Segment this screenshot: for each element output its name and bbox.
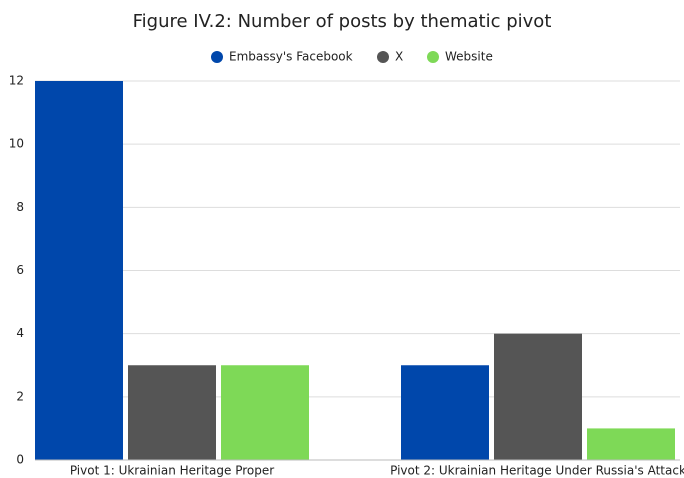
bar: [128, 365, 216, 460]
chart-title: Figure IV.2: Number of posts by thematic…: [133, 11, 552, 32]
legend-label: Website: [445, 50, 493, 64]
y-tick-label: 12: [9, 74, 24, 88]
legend-marker: [427, 51, 439, 63]
y-tick-label: 6: [16, 263, 24, 277]
bar: [401, 365, 489, 460]
y-tick-label: 4: [16, 326, 24, 340]
legend-label: Embassy's Facebook: [229, 50, 353, 64]
y-tick-label: 2: [16, 389, 24, 403]
y-tick-label: 8: [16, 200, 24, 214]
legend-marker: [211, 51, 223, 63]
y-tick-label: 0: [16, 453, 24, 467]
bar: [494, 333, 582, 460]
bar: [221, 365, 309, 460]
legend-marker: [377, 51, 389, 63]
bar: [35, 81, 123, 460]
y-tick-label: 10: [9, 137, 24, 151]
bar: [587, 428, 675, 460]
x-tick-label: Pivot 2: Ukrainian Heritage Under Russia…: [390, 464, 684, 478]
legend-label: X: [395, 50, 403, 64]
x-tick-label: Pivot 1: Ukrainian Heritage Proper: [70, 464, 274, 478]
